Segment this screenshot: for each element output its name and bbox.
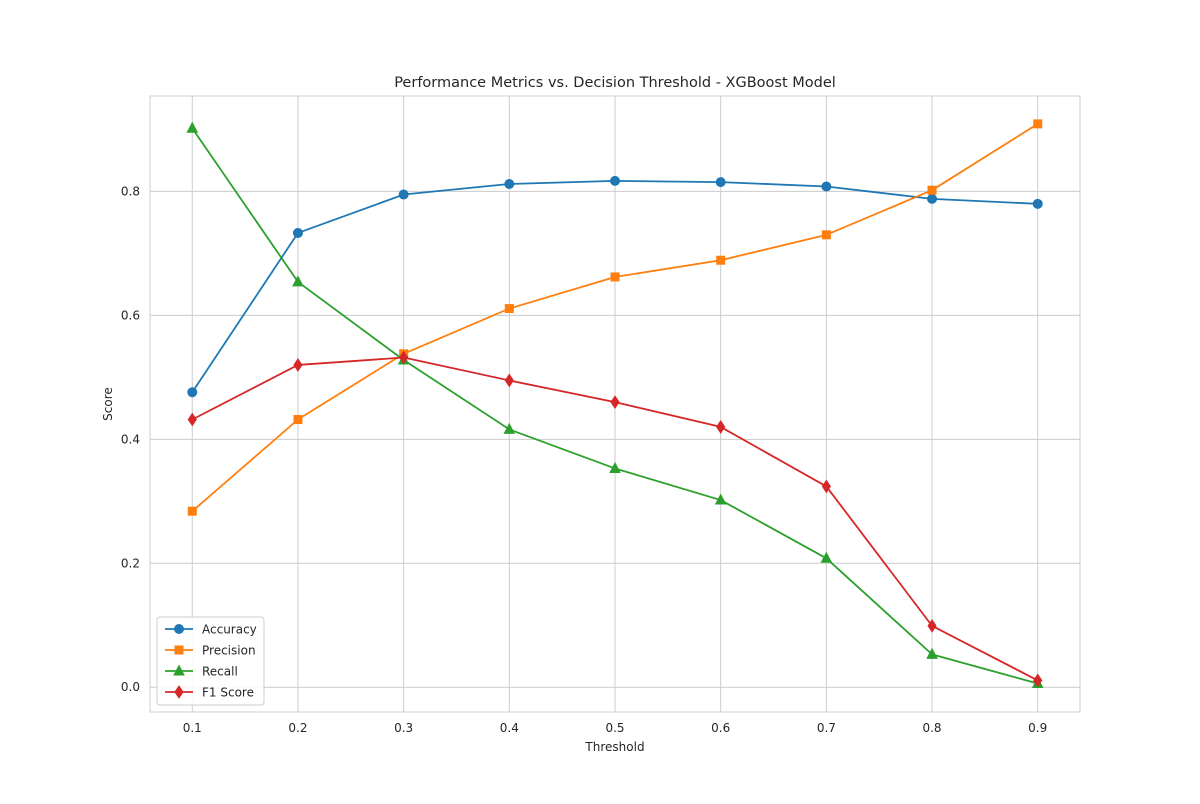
- y-tick-label: 0.6: [121, 308, 140, 322]
- f1-score-point: [1033, 673, 1043, 688]
- f1-score-point: [293, 358, 303, 372]
- legend-swatch-marker: [173, 664, 185, 676]
- series-layer: [186, 119, 1044, 688]
- accuracy-point: [1032, 198, 1043, 209]
- accuracy-point: [927, 193, 938, 204]
- grid-lines: [150, 96, 1080, 712]
- y-tick-label: 0.0: [121, 680, 140, 694]
- legend-swatch-marker: [174, 685, 184, 699]
- x-tick-label: 0.2: [288, 721, 307, 735]
- plot-frame: [149, 95, 1081, 713]
- f1-score-point: [504, 373, 514, 388]
- f1-score-point: [610, 395, 620, 410]
- precision-point: [821, 230, 831, 240]
- series-f1-score: [187, 350, 1043, 688]
- y-tick-label: 0.4: [121, 432, 140, 446]
- accuracy-point: [292, 227, 303, 238]
- legend-item-accuracy: Accuracy: [165, 623, 257, 637]
- tick-labels: 0.1 0.2 0.3 0.4 0.5 0.6 0.7 0.8 0.9 0.0 0.2 0.4 0.6 0…: [121, 184, 1047, 735]
- recall-point: [926, 647, 938, 659]
- recall-point: [503, 422, 516, 434]
- x-tick-label: 0.4: [500, 721, 519, 735]
- f1-score-point: [716, 420, 726, 434]
- legend: Accuracy Precision Recall F1 Score: [156, 616, 265, 706]
- precision-point: [504, 304, 514, 314]
- x-tick-label: 0.1: [183, 721, 202, 735]
- legend-label: Recall: [202, 665, 238, 679]
- precision-point: [187, 506, 197, 516]
- recall-point: [714, 493, 727, 505]
- legend-swatch-marker: [174, 645, 184, 655]
- x-tick-label: 0.6: [711, 721, 730, 735]
- x-tick-label: 0.7: [817, 721, 836, 735]
- precision-point: [716, 255, 726, 265]
- precision-point: [610, 272, 620, 282]
- x-axis-label: Threshold: [584, 740, 644, 754]
- y-axis-label: Score: [101, 387, 115, 421]
- accuracy-point: [610, 175, 620, 186]
- recall-point: [820, 551, 833, 563]
- legend-item-precision: Precision: [165, 644, 256, 658]
- x-tick-label: 0.5: [605, 721, 624, 735]
- y-tick-label: 0.2: [121, 556, 140, 570]
- series-accuracy: [187, 175, 1043, 398]
- legend-label: Precision: [202, 644, 256, 658]
- legend-label: F1 Score: [202, 686, 254, 700]
- recall-point: [186, 121, 199, 133]
- precision-point: [1033, 119, 1043, 129]
- accuracy-point: [398, 189, 409, 200]
- legend-label: Accuracy: [202, 623, 257, 637]
- f1-score-point: [821, 479, 831, 494]
- chart-title: Performance Metrics vs. Decision Thresho…: [394, 75, 836, 91]
- legend-box: [156, 616, 265, 706]
- precision-point: [293, 414, 303, 424]
- f1-score-point: [187, 412, 197, 427]
- recall-point: [609, 461, 621, 473]
- precision-point: [927, 185, 937, 195]
- recall-point: [292, 275, 304, 287]
- f1-score-point: [399, 350, 409, 365]
- accuracy-point: [504, 179, 515, 189]
- accuracy-point: [187, 387, 198, 398]
- y-tick-label: 0.8: [121, 184, 140, 198]
- accuracy-point: [821, 181, 832, 192]
- x-tick-label: 0.9: [1028, 721, 1047, 735]
- legend-swatch-marker: [174, 624, 184, 634]
- legend-item-recall: Recall: [165, 664, 238, 679]
- x-tick-label: 0.3: [394, 721, 413, 735]
- legend-item-f1-score: F1 Score: [165, 685, 254, 700]
- accuracy-point: [715, 177, 726, 188]
- f1-score-point: [927, 618, 937, 633]
- x-tick-label: 0.8: [922, 721, 941, 735]
